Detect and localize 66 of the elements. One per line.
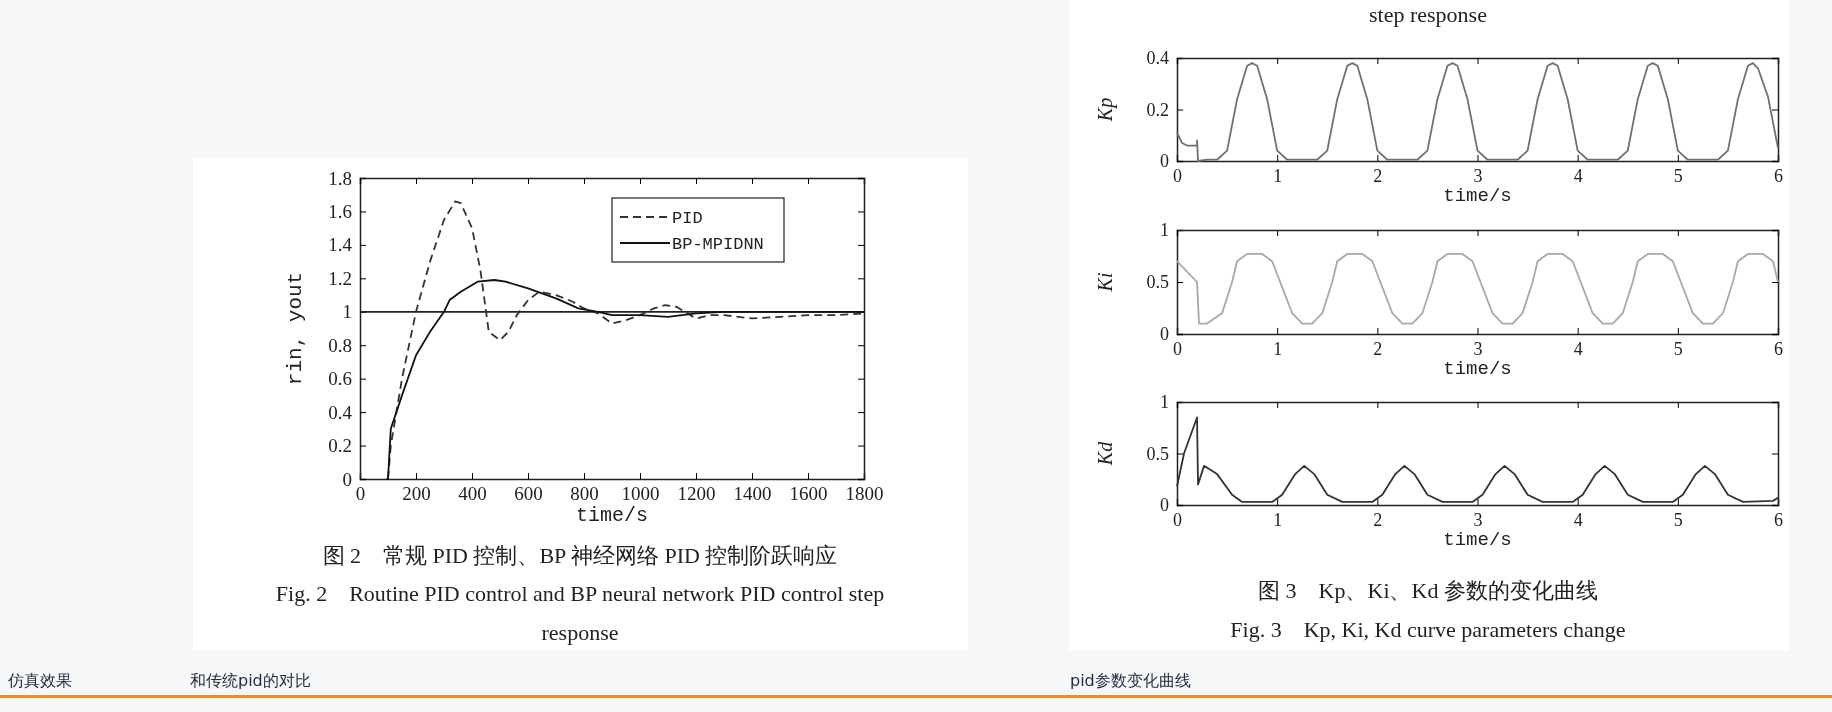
text: 和传统pid的对比 [190,671,311,690]
y-tick-label: 0.2 [1146,99,1169,120]
x-tick-label: 1 [1273,165,1283,186]
legend-label: PID [672,209,703,228]
x-tick-label: 1800 [845,483,884,505]
x-axis-title: time/s [1443,529,1512,551]
x-tick-label: 3 [1473,338,1483,359]
text: 仿真效果 [7,671,72,690]
y-tick-label: 0.5 [1146,272,1169,293]
text: step response [1369,2,1487,27]
x-tick-label: 0 [1173,338,1182,359]
text: pid参数变化曲线 [1070,671,1191,690]
y-tick-label: 1 [1160,392,1169,413]
caption: 图 3 Kp、Ki、Kd 参数的变化曲线 [1258,578,1598,603]
y-tick-label: 0 [1160,151,1169,172]
y-tick-label: 1.4 [328,234,353,256]
x-tick-label: 1600 [789,483,828,505]
y-tick-label: 0.4 [1146,48,1169,69]
y-axis-title: Kp [1094,97,1117,123]
y-tick-label: 1 [342,301,352,323]
legend-label: BP-MPIDNN [672,235,764,254]
x-tick-label: 2 [1373,165,1383,186]
x-tick-label: 4 [1573,338,1583,359]
x-tick-label: 1000 [621,483,660,505]
y-tick-label: 0 [342,468,352,490]
x-tick-label: 800 [570,483,599,505]
x-axis-title: time/s [575,504,649,527]
y-tick-label: 1 [1160,220,1169,241]
x-axis-title: time/s [1443,358,1512,380]
x-tick-label: 0 [1173,165,1182,186]
y-tick-label: 0 [1160,324,1169,345]
x-tick-label: 1 [1273,338,1283,359]
x-tick-label: 5 [1673,165,1683,186]
y-axis-title: Kd [1094,440,1116,467]
x-tick-label: 4 [1573,509,1583,530]
y-tick-label: 0.2 [328,435,352,457]
x-tick-label: 2 [1373,509,1383,530]
x-tick-label: 400 [458,483,487,505]
y-tick-label: 0.8 [328,334,352,356]
y-tick-label: 0.5 [1146,443,1169,464]
x-tick-label: 1200 [677,483,716,505]
x-tick-label: 6 [1774,509,1783,530]
caption: Fig. 2 Routine PID control and BP neural network PID control step response [275,581,885,645]
x-tick-label: 6 [1774,165,1783,186]
x-tick-label: 1400 [733,483,772,505]
x-tick-label: 3 [1473,509,1483,530]
y-tick-label: 0.4 [328,401,353,423]
x-tick-label: 5 [1673,338,1683,359]
x-axis-title: time/s [1443,185,1512,207]
x-tick-label: 4 [1573,165,1583,186]
caption: Fig. 3 Kp, Ki, Kd curve parameters change [1230,617,1626,642]
y-axis-title: rin, yout [284,271,307,386]
y-tick-label: 0.6 [328,368,352,390]
y-axis-title: Ki [1094,272,1116,293]
x-tick-label: 5 [1673,509,1683,530]
x-tick-label: 3 [1473,165,1483,186]
x-tick-label: 600 [514,483,543,505]
x-tick-label: 0 [1173,509,1182,530]
x-tick-label: 2 [1373,338,1383,359]
x-tick-label: 6 [1774,338,1783,359]
y-tick-label: 1.6 [328,201,352,223]
y-tick-label: 1.2 [328,267,352,289]
x-tick-label: 1 [1273,509,1283,530]
x-tick-label: 200 [402,483,431,505]
y-tick-label: 1.8 [328,167,352,189]
caption: 图 2 常规 PID 控制、BP 神经网络 PID 控制阶跃响应 [322,543,838,568]
